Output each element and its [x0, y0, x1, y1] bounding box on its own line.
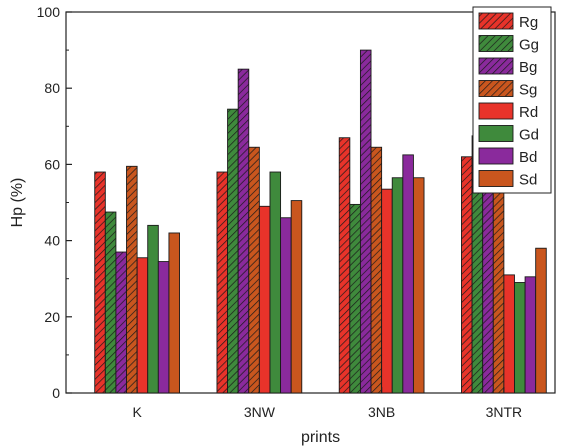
- legend-swatch-Gd: [478, 125, 514, 142]
- bar-Rg-3NW: [216, 171, 229, 394]
- bar-Sd-3NTR: [535, 247, 547, 394]
- legend-swatch-Sg: [478, 80, 514, 97]
- bar-Gg-3NW: [227, 108, 239, 394]
- legend-swatch-Rd: [478, 102, 514, 120]
- x-tick-label: 3NB: [368, 404, 395, 420]
- legend-swatch-Gg: [478, 35, 514, 52]
- legend-box: [472, 6, 552, 194]
- x-tick-label: 3NW: [244, 404, 276, 420]
- legend-swatch-Bg: [478, 57, 514, 75]
- legend-label-Rd: Rd: [519, 104, 538, 121]
- y-tick-label: 100: [37, 4, 61, 20]
- x-axis: K 3NW 3NB 3NTR: [132, 387, 522, 420]
- bar-Gg-3NB: [349, 203, 361, 394]
- bar-Bg-K: [115, 251, 127, 394]
- legend: Rg Gg Bg Sg Rd Gd Bd Sd: [472, 6, 552, 194]
- bar-Rd-K: [136, 257, 149, 394]
- bar-Sg-3NW: [248, 146, 260, 394]
- bar-Bd-K: [157, 261, 170, 394]
- legend-label-Rg: Rg: [519, 14, 538, 31]
- legend-label-Gd: Gd: [519, 127, 539, 144]
- bars-group: [94, 49, 547, 394]
- x-axis-title: prints: [301, 429, 340, 446]
- bar-Gd-K: [147, 224, 159, 394]
- bar-Bd-3NW: [280, 217, 292, 394]
- bar-Rd-3NTR: [503, 274, 515, 394]
- bar-Rg-K: [94, 171, 106, 394]
- bar-Sg-K: [126, 165, 138, 394]
- y-tick-label: 80: [44, 80, 60, 96]
- x-tick-label: 3NTR: [486, 404, 523, 420]
- bar-Sd-3NB: [412, 177, 425, 394]
- bar-Bd-3NB: [402, 154, 414, 394]
- bar-Rd-3NW: [258, 205, 271, 394]
- bar-Rg-3NTR: [461, 156, 473, 394]
- bar-Bd-3NTR: [524, 276, 537, 394]
- y-axis: 0 20 40 60 80 100: [37, 4, 72, 401]
- bar-Gd-3NB: [391, 177, 404, 394]
- y-axis-title: Hp (%): [9, 178, 26, 228]
- legend-swatch-Rg: [478, 12, 514, 30]
- legend-swatch-Bd: [478, 147, 514, 165]
- legend-label-Sg: Sg: [519, 82, 537, 99]
- y-tick-label: 40: [44, 233, 60, 249]
- legend-label-Bg: Bg: [519, 59, 537, 76]
- bar-Gd-3NTR: [514, 282, 526, 394]
- bar-Gd-3NW: [269, 171, 282, 394]
- bar-Rg-3NB: [338, 137, 351, 394]
- legend-swatch-Sd: [478, 170, 514, 187]
- bar-Gg-K: [104, 211, 117, 394]
- legend-label-Bd: Bd: [519, 149, 537, 166]
- legend-label-Sd: Sd: [519, 172, 537, 189]
- bar-Rd-3NB: [381, 188, 393, 394]
- bar-Bg-3NW: [237, 68, 250, 394]
- bar-Sg-3NB: [370, 146, 383, 394]
- y-tick-label: 20: [44, 309, 60, 325]
- bar-Bg-3NB: [359, 49, 372, 394]
- x-tick-label: K: [132, 404, 142, 420]
- bar-Sd-3NW: [290, 200, 303, 394]
- y-tick-label: 60: [44, 156, 60, 172]
- y-tick-label: 0: [52, 385, 60, 401]
- legend-label-Gg: Gg: [519, 37, 539, 54]
- bar-Sd-K: [168, 232, 180, 394]
